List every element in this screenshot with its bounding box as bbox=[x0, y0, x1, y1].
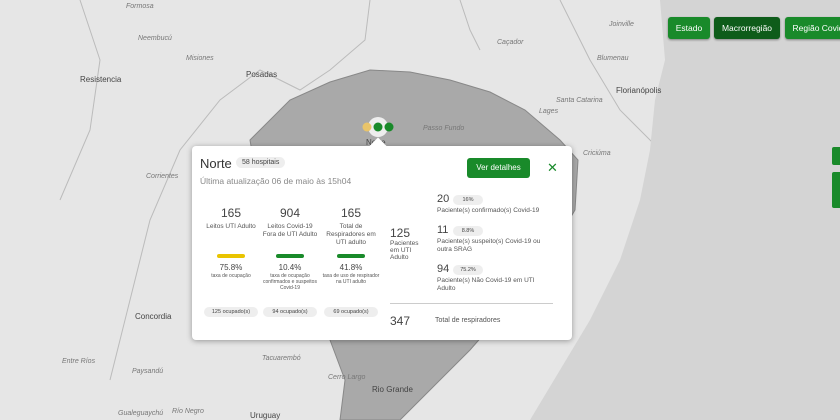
count-label: Paciente(s) suspeito(s) Covid-19 ou outr… bbox=[437, 238, 541, 253]
occupied: 125 ocupado(s) bbox=[204, 307, 258, 317]
value: 165 bbox=[220, 206, 242, 220]
map-label: Concordia bbox=[135, 312, 172, 321]
close-button[interactable]: ✕ bbox=[547, 160, 558, 175]
map-label: Neembucú bbox=[138, 35, 172, 42]
map-label: Florianópolis bbox=[616, 86, 662, 95]
respirators-value: 347 bbox=[390, 314, 411, 328]
map-label: Passo Fundo bbox=[423, 125, 465, 132]
count-label: Paciente(s) confirmado(s) Covid-19 bbox=[437, 207, 540, 214]
count-label: Paciente(s) Não Covid-19 em UTI Adulto bbox=[437, 277, 535, 292]
map-label: Entre Ríos bbox=[62, 358, 96, 365]
side-tab[interactable] bbox=[832, 172, 840, 208]
occupied: 94 ocupado(s) bbox=[263, 307, 317, 317]
map-label: Caçador bbox=[497, 39, 524, 46]
percent: 16% bbox=[453, 195, 483, 205]
sea bbox=[530, 0, 840, 420]
count: 11 bbox=[437, 224, 449, 236]
percent: 8.8% bbox=[453, 226, 483, 236]
rate-label: taxa de ocupação bbox=[211, 273, 251, 279]
popup: Norte 58 hospitais Última atualização 06… bbox=[192, 137, 572, 340]
divider bbox=[390, 303, 553, 304]
rate-bar bbox=[276, 254, 304, 258]
badge: 58 hospitais bbox=[236, 157, 286, 168]
map-label: Paysandú bbox=[132, 368, 164, 375]
button[interactable]: Macrorregião bbox=[714, 17, 780, 39]
map-label: Tacuarembó bbox=[262, 355, 301, 362]
label: Total de Respiradores em UTI adulto bbox=[326, 223, 376, 246]
pin-dot bbox=[362, 122, 372, 132]
respirators-label: Total de respiradores bbox=[435, 317, 501, 324]
map-label: Criciúma bbox=[583, 150, 611, 157]
map-label: Lages bbox=[539, 108, 559, 115]
label: Leitos UTI Adulto bbox=[206, 223, 256, 230]
rate: 41.8% bbox=[339, 263, 363, 272]
map-label: Blumenau bbox=[597, 55, 629, 62]
patients-value: 125 bbox=[390, 226, 411, 240]
value: 904 bbox=[279, 206, 301, 220]
pin-dot bbox=[384, 122, 394, 132]
pin-dot bbox=[373, 122, 383, 132]
title: Norte bbox=[200, 156, 232, 171]
side-tab[interactable] bbox=[832, 147, 840, 165]
map-label: Resistencia bbox=[80, 75, 122, 84]
map-label: Joinville bbox=[609, 21, 634, 28]
rate-bar bbox=[217, 254, 245, 258]
patients-label: Pacientes em UTI Adulto bbox=[390, 240, 419, 261]
button[interactable]: Estado bbox=[668, 17, 710, 39]
rate: 10.4% bbox=[278, 263, 302, 272]
map-label: Gualeguaychú bbox=[118, 410, 164, 417]
count: 20 bbox=[437, 193, 450, 205]
map-label: Rio Grande bbox=[372, 385, 413, 394]
value: 165 bbox=[340, 206, 362, 220]
map-label: Cerro Largo bbox=[328, 374, 366, 381]
count: 94 bbox=[437, 263, 450, 275]
map-label: Misiones bbox=[186, 55, 214, 62]
percent: 75.2% bbox=[453, 265, 483, 275]
occupied: 69 ocupado(s) bbox=[324, 307, 378, 317]
button[interactable]: Região Covid bbox=[785, 17, 840, 39]
map-label: Corrientes bbox=[146, 173, 179, 180]
rate-bar bbox=[337, 254, 365, 258]
rate-label: taxa de ocupação confirmados e suspeitos… bbox=[263, 273, 317, 291]
map-label: Santa Catarina bbox=[556, 97, 603, 104]
map-label: Uruguay bbox=[250, 411, 281, 420]
map-label: Formosa bbox=[126, 3, 154, 10]
label: Leitos Covid-19 Fora de UTI Adulto bbox=[262, 223, 318, 238]
map-label: Posadas bbox=[246, 70, 278, 79]
details-button[interactable]: Ver detalhes bbox=[467, 158, 530, 178]
rate: 75.8% bbox=[219, 263, 243, 272]
borders bbox=[59, 0, 701, 381]
rate-label: taxa de uso de respirador na UTI adulto bbox=[322, 273, 380, 285]
map-label: Río Negro bbox=[172, 408, 204, 415]
updated: Última atualização 06 de maio às 15h04 bbox=[200, 176, 352, 186]
